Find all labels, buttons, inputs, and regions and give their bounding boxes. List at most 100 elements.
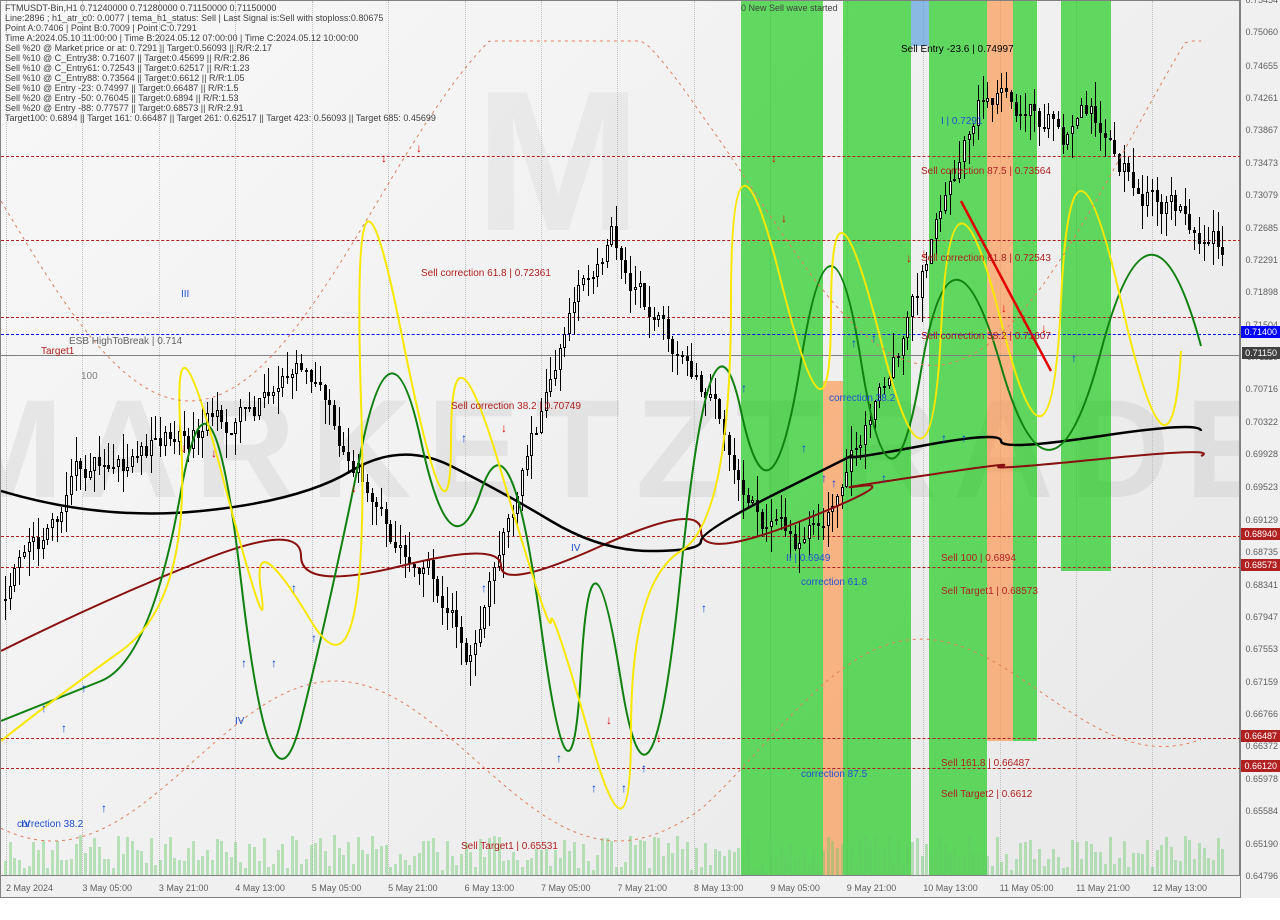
buy-arrow-icon: ↑: [61, 721, 67, 735]
sell-arrow-icon: ↓: [381, 151, 387, 165]
x-tick-label: 9 May 21:00: [847, 883, 897, 893]
sell-arrow-icon: ↓: [211, 446, 217, 460]
x-tick-label: 7 May 21:00: [617, 883, 667, 893]
annotation-label: Sell correction 38.2 | 0.70749: [451, 401, 581, 412]
y-tick-label: 0.65190: [1245, 839, 1278, 849]
buy-arrow-icon: ↑: [851, 336, 857, 350]
sell-line-row: Sell %20 @ Market price or at: 0.7291 ||…: [5, 43, 436, 53]
hline: [1, 355, 1241, 356]
annotation-label: ESB HighToBreak | 0.714: [69, 336, 182, 347]
x-axis: 2 May 2024 3 May 05:00 3 May 21:00 4 May 13…: [1, 875, 1241, 897]
buy-arrow-icon: ↑: [831, 476, 837, 490]
y-tick-label: 0.66766: [1245, 709, 1278, 719]
y-tick-label: 0.73079: [1245, 190, 1278, 200]
buy-arrow-icon: ↑: [641, 761, 647, 775]
y-tick-label: 0.74261: [1245, 93, 1278, 103]
buy-arrow-icon: ↑: [801, 441, 807, 455]
sell-arrow-icon: ↓: [906, 251, 912, 265]
orange-zone: [987, 1, 1013, 741]
x-tick-label: 6 May 13:00: [465, 883, 515, 893]
targets-info: Target100: 0.6894 || Target 161: 0.66487…: [5, 113, 436, 123]
y-tick-label: 0.75060: [1245, 27, 1278, 37]
buy-arrow-icon: ↑: [701, 601, 707, 615]
buy-arrow-icon: ↑: [821, 471, 827, 485]
annotation-label: correction 61.8: [801, 577, 867, 588]
y-tick-label: 0.73473: [1245, 158, 1278, 168]
annotation-label: Target1: [41, 346, 74, 357]
sell-line-row: Sell %10 @ C_Entry38: 0.71607 || Target:…: [5, 53, 436, 63]
y-tick-label: 0.72685: [1245, 223, 1278, 233]
x-tick-label: 3 May 05:00: [82, 883, 132, 893]
annotation-label: correction 38.2: [17, 819, 83, 830]
price-marker: 0.71400: [1241, 326, 1280, 338]
sell-line-row: Sell %10 @ Entry -23: 0.74997 || Target:…: [5, 83, 436, 93]
x-tick-label: 11 May 21:00: [1076, 883, 1130, 893]
y-tick-label: 0.71898: [1245, 287, 1278, 297]
annotation-label: Sell Target1 | 0.65531: [461, 841, 558, 852]
buy-arrow-icon: ↑: [101, 801, 107, 815]
x-tick-label: 7 May 05:00: [541, 883, 591, 893]
buy-arrow-icon: ↑: [881, 471, 887, 485]
annotation-label: Sell correction 61.8 | 0.72361: [421, 268, 551, 279]
buy-arrow-icon: ↑: [81, 681, 87, 695]
green-zone: [843, 1, 861, 877]
sell-line-row: Sell %10 @ C_Entry61: 0.72543 || Target:…: [5, 63, 436, 73]
x-tick-label: 5 May 05:00: [312, 883, 362, 893]
buy-arrow-icon: ↑: [311, 631, 317, 645]
sell-arrow-icon: ↓: [1001, 301, 1007, 315]
y-axis: 0.75454 0.75060 0.74655 0.74261 0.73867 0.734…: [1240, 0, 1280, 898]
green-zone: [741, 1, 791, 877]
x-tick-label: 4 May 13:00: [235, 883, 285, 893]
green-zone: [861, 1, 911, 877]
buy-arrow-icon: ↑: [741, 381, 747, 395]
annotation-label: 100: [81, 371, 98, 382]
buy-arrow-icon: ↑: [556, 751, 562, 765]
annotation-label: Sell Target2 | 0.6612: [941, 789, 1032, 800]
y-tick-label: 0.70322: [1245, 417, 1278, 427]
price-marker: 0.68573: [1241, 559, 1280, 571]
annotation-label: correction 87.5: [801, 769, 867, 780]
y-tick-label: 0.72291: [1245, 255, 1278, 265]
buy-arrow-icon: ↑: [271, 656, 277, 670]
x-tick-label: 9 May 05:00: [770, 883, 820, 893]
sell-arrow-icon: ↓: [781, 211, 787, 225]
annotation-label: IV: [571, 543, 580, 554]
annotation-label: Sell correction 38.2 | 0.71607: [921, 331, 1051, 342]
x-tick-label: 12 May 13:00: [1152, 883, 1207, 893]
y-tick-label: 0.69129: [1245, 515, 1278, 525]
hline: [1, 536, 1241, 537]
annotation-label: II | 0.6949: [786, 553, 830, 564]
green-zone: [791, 1, 823, 877]
annotation-label: I | 0.7291: [941, 116, 983, 127]
y-tick-label: 0.65978: [1245, 774, 1278, 784]
x-tick-label: 3 May 21:00: [159, 883, 209, 893]
annotation-label: Sell 161.8 | 0.66487: [941, 758, 1030, 769]
price-marker: 0.71150: [1242, 347, 1280, 359]
y-tick-label: 0.67947: [1245, 612, 1278, 622]
y-tick-label: 0.67553: [1245, 644, 1278, 654]
annotation-label: Sell Target1 | 0.68573: [941, 586, 1038, 597]
buy-arrow-icon: ↑: [41, 701, 47, 715]
x-tick-label: 8 May 13:00: [694, 883, 744, 893]
sell-arrow-icon: ↓: [351, 481, 357, 495]
hline: [1, 240, 1241, 241]
buy-arrow-icon: ↑: [481, 581, 487, 595]
blue-zone: [911, 1, 929, 46]
hline: [1, 738, 1241, 739]
sell-lines-list: Sell %20 @ Market price or at: 0.7291 ||…: [5, 43, 436, 113]
y-tick-label: 0.64796: [1245, 871, 1278, 881]
buy-arrow-icon: ↑: [291, 581, 297, 595]
sell-arrow-icon: ↓: [416, 141, 422, 155]
y-tick-label: 0.73867: [1245, 125, 1278, 135]
symbol-header: FTMUSDT-Bin,H1 0.71240000 0.71280000 0.7…: [5, 3, 436, 123]
x-tick-label: 2 May 2024: [6, 883, 53, 893]
sell-arrow-icon: ↓: [181, 441, 187, 455]
hline: [1, 317, 1241, 318]
chart-container[interactable]: M MARKETZTRADE ↑↑↑↑↓↓↑↑↑↑↓↓↓↑↑↓↑↑↓↑↑↓↑↑↓…: [0, 0, 1240, 898]
buy-arrow-icon: ↑: [621, 781, 627, 795]
y-tick-label: 0.75454: [1245, 0, 1278, 5]
y-tick-label: 0.74655: [1245, 61, 1278, 71]
buy-arrow-icon: ↑: [871, 331, 877, 345]
green-zone: [1061, 1, 1111, 571]
symbol-info: FTMUSDT-Bin,H1 0.71240000 0.71280000 0.7…: [5, 3, 436, 13]
